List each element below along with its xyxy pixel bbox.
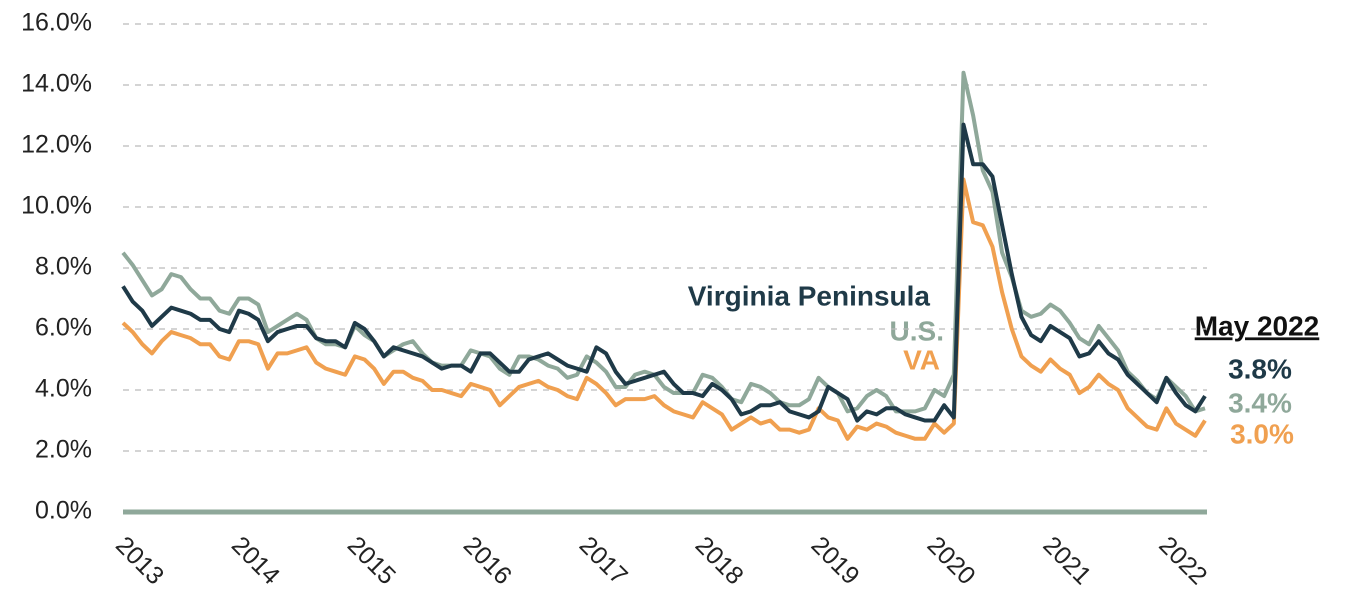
x-tick-label: 2019	[806, 531, 865, 590]
series-label: U.S.	[890, 315, 944, 346]
series-line	[121, 122, 1207, 423]
y-tick-label: 4.0%	[35, 375, 92, 403]
end-label: 3.4%	[1228, 387, 1292, 418]
series-line	[121, 70, 1206, 414]
series-label: Virginia Peninsula	[688, 280, 931, 311]
x-tick-label: 2013	[110, 531, 169, 590]
series-line	[121, 177, 1207, 441]
y-tick-label: 12.0%	[21, 131, 92, 159]
x-tick-label: 2020	[922, 531, 981, 590]
end-date: May 2022	[1195, 310, 1320, 341]
x-tick-label: 2022	[1153, 531, 1212, 590]
x-tick-label: 2021	[1038, 531, 1097, 590]
y-tick-label: 14.0%	[21, 70, 92, 98]
x-tick-label: 2017	[574, 531, 633, 590]
y-tick-label: 2.0%	[35, 436, 92, 464]
y-tick-label: 0.0%	[35, 497, 92, 525]
end-label: 3.0%	[1230, 418, 1294, 449]
x-tick-label: 2014	[226, 531, 285, 590]
y-tick-label: 16.0%	[21, 9, 92, 37]
y-tick-label: 6.0%	[35, 314, 92, 342]
x-tick-label: 2018	[690, 531, 749, 590]
x-tick-label: 2016	[458, 531, 517, 590]
series-label: VA	[903, 344, 940, 375]
y-tick-label: 10.0%	[21, 192, 92, 220]
y-tick-label: 8.0%	[35, 253, 92, 281]
end-label: 3.8%	[1228, 353, 1292, 384]
x-tick-label: 2015	[342, 531, 401, 590]
